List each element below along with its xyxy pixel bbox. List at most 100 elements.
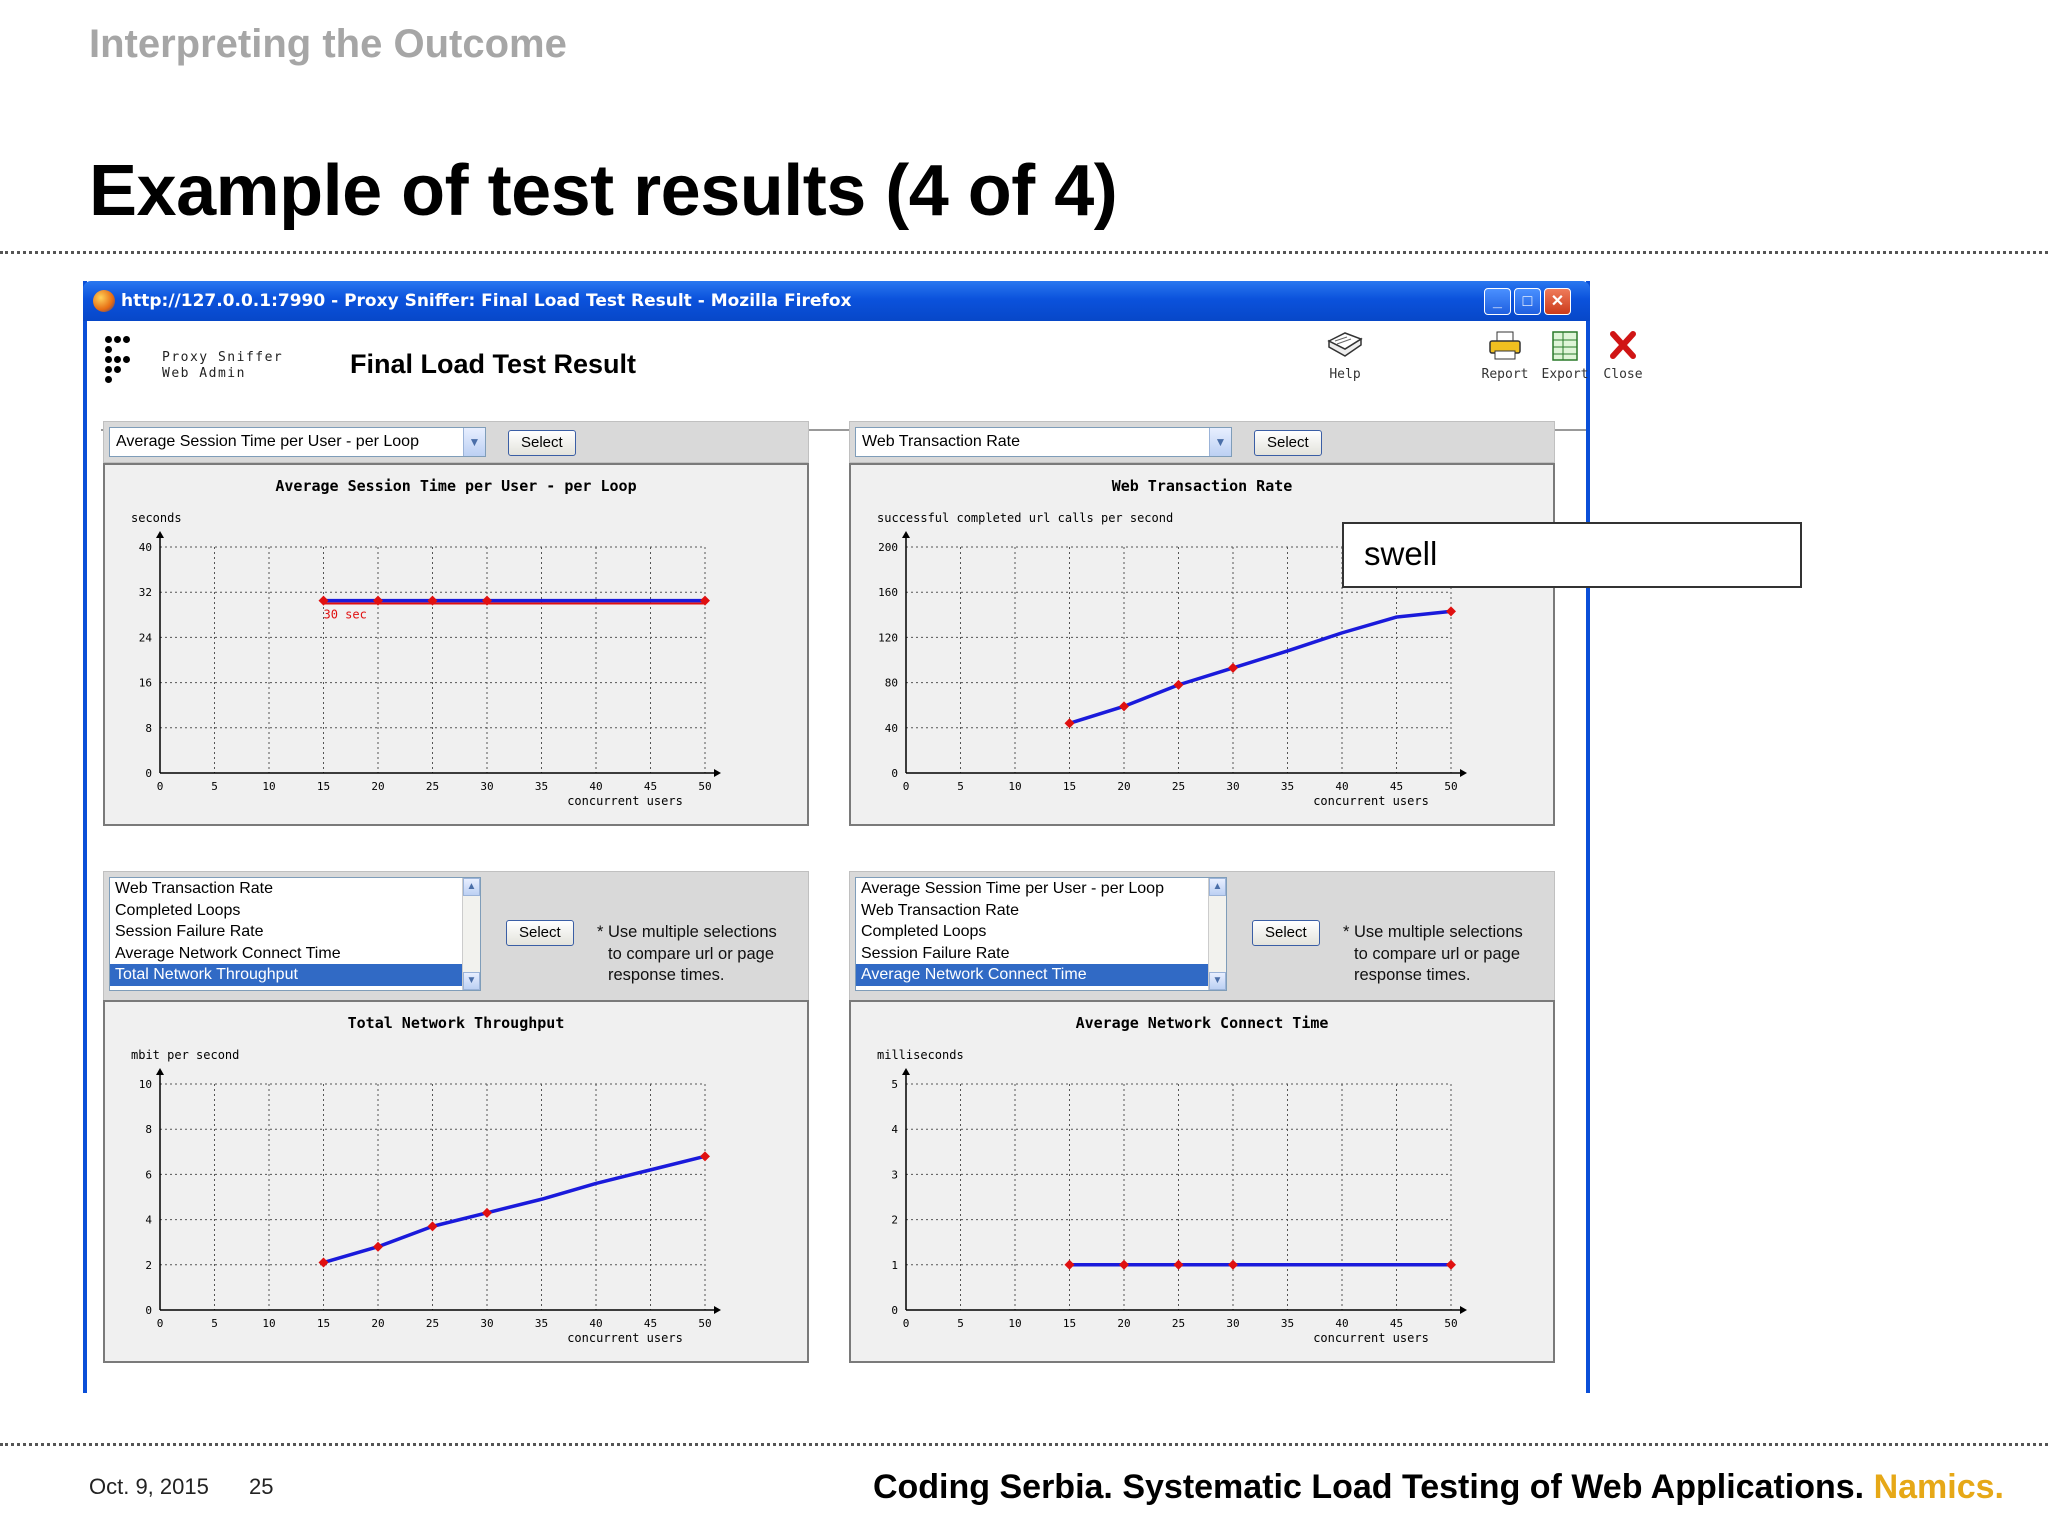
x-tick-label: 5 [211, 1317, 218, 1330]
x-tick-label: 30 [480, 780, 493, 793]
y-tick-label: 0 [145, 1304, 152, 1317]
help-book-icon [1327, 332, 1363, 357]
x-tick-label: 45 [644, 1317, 657, 1330]
select-button-bottom-right[interactable]: Select [1252, 920, 1320, 946]
window-close-button[interactable]: ✕ [1544, 288, 1571, 315]
chart-title: Average Session Time per User - per Loop [275, 477, 636, 495]
footer-text: Coding Serbia. Systematic Load Testing o… [872, 1468, 1865, 1506]
x-tick-label: 25 [1172, 780, 1185, 793]
chart-svg-2: Total Network Throughput mbit per second c… [131, 1014, 721, 1345]
y-tick-label: 10 [139, 1078, 152, 1091]
panel-top-right-controls: Web Transaction Rate ▼ Select [849, 421, 1555, 463]
y-tick-label: 160 [878, 586, 898, 599]
data-point [427, 1221, 438, 1232]
chevron-down-icon[interactable]: ▼ [463, 428, 485, 456]
x-tick-label: 35 [1281, 1317, 1294, 1330]
y-axis-arrow [156, 531, 164, 538]
maximize-button[interactable]: □ [1514, 288, 1541, 315]
list-item[interactable]: Session Failure Rate [115, 923, 264, 940]
x-tick-label: 30 [480, 1317, 493, 1330]
x-tick-label: 0 [157, 1317, 164, 1330]
list-item[interactable]: Session Failure Rate [861, 944, 1010, 962]
help-button[interactable]: Help [1315, 329, 1375, 382]
list-item[interactable]: Average Session Time per User - per Loop [861, 880, 1164, 897]
y-tick-label: 0 [145, 767, 152, 780]
data-point [427, 595, 438, 606]
y-axis-arrow [902, 1068, 910, 1075]
y-tick-label: 8 [145, 1123, 152, 1136]
x-tick-label: 45 [1390, 1317, 1403, 1330]
y-axis-arrow [156, 1068, 164, 1075]
brand-line-1: Proxy Sniffer [162, 350, 284, 365]
select-button-top-left[interactable]: Select [508, 430, 576, 456]
printer-icon [1489, 331, 1521, 360]
x-tick-label: 10 [262, 780, 275, 793]
x-axis-label: concurrent users [567, 1331, 683, 1345]
list-item[interactable]: Total Network Throughput [110, 964, 462, 986]
scroll-up-icon[interactable]: ▲ [1209, 878, 1226, 896]
x-axis-arrow [1460, 1306, 1467, 1314]
report-button[interactable]: Report [1475, 329, 1535, 382]
y-tick-label: 2 [145, 1259, 152, 1272]
chart-title: Average Network Connect Time [1076, 1014, 1329, 1032]
data-point [1173, 1259, 1184, 1270]
report-label: Report [1481, 367, 1529, 382]
series-line [323, 1154, 706, 1265]
x-axis-arrow [1460, 769, 1467, 777]
panel-top-left-controls: Average Session Time per User - per Loop… [103, 421, 809, 463]
x-axis-arrow [714, 769, 721, 777]
browser-window: http://127.0.0.1:7990 - Proxy Sniffer: F… [83, 281, 1643, 1393]
scroll-down-icon[interactable]: ▼ [1209, 972, 1226, 990]
list-item[interactable]: Average Network Connect Time [115, 944, 341, 962]
chart-total-network-throughput: Total Network Throughput mbit per second c… [103, 1000, 809, 1363]
dropdown-value: Web Transaction Rate [862, 433, 1021, 450]
hint-line-2: to compare url or page [608, 944, 775, 963]
export-button[interactable]: Export [1535, 329, 1595, 382]
chart-multiselect-bottom-left[interactable]: Web Transaction Rate Completed Loops Sessi… [109, 877, 481, 991]
list-item[interactable]: Web Transaction Rate [861, 901, 1020, 919]
window-titlebar: http://127.0.0.1:7990 - Proxy Sniffer: F… [83, 281, 1590, 321]
y-axis-label: mbit per second [131, 1048, 239, 1062]
chart-type-dropdown-top-right[interactable]: Web Transaction Rate ▼ [855, 427, 1232, 457]
data-point [482, 1207, 492, 1218]
export-sheet-icon [1552, 331, 1578, 361]
y-tick-label: 0 [891, 767, 898, 780]
x-tick-label: 40 [1335, 1317, 1348, 1330]
hint-line-1: * Use multiple selections [1343, 923, 1523, 941]
x-tick-label: 0 [903, 780, 910, 793]
x-tick-label: 15 [317, 1317, 330, 1330]
close-app-button[interactable]: Close [1593, 329, 1653, 382]
list-scrollbar[interactable]: ▲ ▼ [1208, 878, 1226, 990]
list-item[interactable]: Web Transaction Rate [115, 880, 274, 897]
app-title: Final Load Test Result [350, 349, 637, 379]
minimize-button[interactable]: _ [1484, 288, 1511, 315]
y-tick-label: 1 [891, 1259, 898, 1272]
list-item[interactable]: Average Network Connect Time [856, 964, 1208, 986]
data-point [700, 595, 710, 606]
scroll-down-icon[interactable]: ▼ [463, 972, 480, 990]
x-tick-label: 15 [1063, 1317, 1076, 1330]
list-item[interactable]: Completed Loops [115, 901, 241, 919]
data-point [1173, 679, 1184, 690]
data-point [1446, 606, 1456, 617]
chart-average-network-connect-time: Average Network Connect Time milliseconds… [849, 1000, 1555, 1363]
close-x-icon [1610, 331, 1636, 359]
brand-line-2: Web Admin [162, 366, 246, 381]
x-tick-label: 20 [371, 780, 384, 793]
list-scrollbar[interactable]: ▲ ▼ [462, 878, 480, 990]
hint-line-3: response times. [608, 966, 725, 984]
x-tick-label: 20 [371, 1317, 384, 1330]
y-axis-label: milliseconds [877, 1048, 964, 1062]
select-button-top-right[interactable]: Select [1254, 430, 1322, 456]
chart-multiselect-bottom-right[interactable]: Average Session Time per User - per Loop… [855, 877, 1227, 991]
select-button-bottom-left[interactable]: Select [506, 920, 574, 946]
chart-type-dropdown-top-left[interactable]: Average Session Time per User - per Loop… [109, 427, 486, 457]
data-point [700, 1151, 710, 1162]
section-title: Interpreting the Outcome [89, 22, 567, 66]
panel-bottom-right-controls: Average Session Time per User - per Loop… [849, 871, 1555, 1001]
y-tick-label: 32 [139, 586, 152, 599]
list-item[interactable]: Completed Loops [861, 923, 987, 940]
scroll-up-icon[interactable]: ▲ [463, 878, 480, 896]
y-tick-label: 24 [139, 631, 153, 644]
chevron-down-icon[interactable]: ▼ [1209, 428, 1231, 456]
